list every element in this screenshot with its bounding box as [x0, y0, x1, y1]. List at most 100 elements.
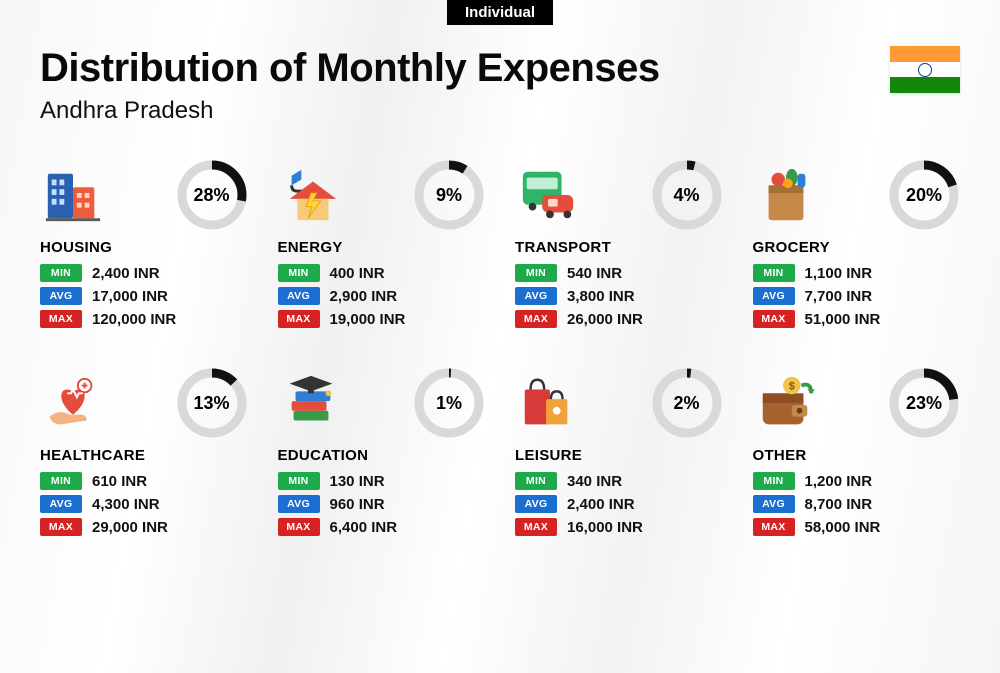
- flag-saffron: [890, 46, 960, 62]
- value-min: 2,400 INR: [92, 265, 160, 282]
- pct-donut-leisure: 2%: [651, 367, 723, 439]
- category-name: LEISURE: [515, 447, 723, 464]
- value-avg: 17,000 INR: [92, 288, 168, 305]
- category-name: EDUCATION: [278, 447, 486, 464]
- stat-row-max: MAX 51,000 INR: [753, 310, 961, 328]
- value-max: 29,000 INR: [92, 519, 168, 536]
- stat-row-min: MIN 540 INR: [515, 264, 723, 282]
- badge-max: MAX: [753, 310, 795, 328]
- stat-row-max: MAX 26,000 INR: [515, 310, 723, 328]
- badge-min: MIN: [515, 472, 557, 490]
- bus-car-icon: [515, 162, 581, 228]
- value-min: 1,200 INR: [805, 473, 873, 490]
- badge-avg: AVG: [278, 287, 320, 305]
- stat-row-max: MAX 6,400 INR: [278, 518, 486, 536]
- badge-max: MAX: [515, 310, 557, 328]
- value-min: 400 INR: [330, 265, 385, 282]
- stat-row-min: MIN 2,400 INR: [40, 264, 248, 282]
- flag-chakra-icon: [918, 63, 932, 77]
- value-min: 340 INR: [567, 473, 622, 490]
- stat-row-avg: AVG 7,700 INR: [753, 287, 961, 305]
- value-min: 1,100 INR: [805, 265, 873, 282]
- buildings-icon: [40, 162, 106, 228]
- stat-row-min: MIN 1,100 INR: [753, 264, 961, 282]
- badge-avg: AVG: [278, 495, 320, 513]
- flag-white: [890, 62, 960, 78]
- header: Distribution of Monthly Expenses Andhra …: [0, 0, 1000, 135]
- category-education: 1%EDUCATIONMIN130 INRAVG960 INRMAX6,400 …: [278, 367, 486, 541]
- stat-row-max: MAX 19,000 INR: [278, 310, 486, 328]
- pct-label: 20%: [888, 159, 960, 231]
- stat-row-avg: AVG 8,700 INR: [753, 495, 961, 513]
- value-min: 540 INR: [567, 265, 622, 282]
- badge-max: MAX: [40, 518, 82, 536]
- stat-row-avg: AVG4,300 INR: [40, 495, 248, 513]
- badge-avg: AVG: [753, 287, 795, 305]
- flag-green: [890, 77, 960, 93]
- category-leisure: 2% LEISURE MIN 340 INR AVG 2,400 INR MAX16,000…: [515, 367, 723, 541]
- value-min: 610 INR: [92, 473, 147, 490]
- stat-row-avg: AVG3,800 INR: [515, 287, 723, 305]
- value-avg: 8,700 INR: [805, 496, 873, 513]
- value-avg: 7,700 INR: [805, 288, 873, 305]
- pct-donut-energy: 9%: [413, 159, 485, 231]
- stat-row-max: MAX16,000 INR: [515, 518, 723, 536]
- badge-avg: AVG: [40, 495, 82, 513]
- badge-avg: AVG: [40, 287, 82, 305]
- energy-house-icon: [278, 162, 344, 228]
- badge-min: MIN: [278, 264, 320, 282]
- badge-max: MAX: [278, 310, 320, 328]
- badge-max: MAX: [40, 310, 82, 328]
- pct-donut-healthcare: 13%: [176, 367, 248, 439]
- badge-min: MIN: [40, 264, 82, 282]
- category-healthcare: 13%HEALTHCAREMIN610 INRAVG4,300 INRMAX29…: [40, 367, 248, 541]
- stats: MIN 540 INR AVG3,800 INR MAX 26,000 INR: [515, 264, 723, 328]
- badge-max: MAX: [753, 518, 795, 536]
- pct-donut-education: 1%: [413, 367, 485, 439]
- pct-label: 23%: [888, 367, 960, 439]
- value-max: 26,000 INR: [567, 311, 643, 328]
- category-name: OTHER: [753, 447, 961, 464]
- badge-avg: AVG: [515, 495, 557, 513]
- badge-min: MIN: [753, 264, 795, 282]
- stats: MIN 340 INR AVG 2,400 INR MAX16,000 INR: [515, 472, 723, 536]
- wallet-icon: $: [753, 370, 819, 436]
- stat-row-min: MIN 400 INR: [278, 264, 486, 282]
- stats: MIN610 INR AVG4,300 INR MAX 29,000 INR: [40, 472, 248, 536]
- badge-avg: AVG: [515, 287, 557, 305]
- stats: MIN 1,200 INR AVG 8,700 INR MAX 58,000 INR: [753, 472, 961, 536]
- stat-row-min: MIN610 INR: [40, 472, 248, 490]
- stat-row-avg: AVG 2,400 INR: [515, 495, 723, 513]
- heart-hand-icon: [40, 370, 106, 436]
- badge-min: MIN: [515, 264, 557, 282]
- category-energy: 9%ENERGYMIN400 INRAVG2,900 INRMAX19,000 …: [278, 159, 486, 333]
- stat-row-min: MIN 1,200 INR: [753, 472, 961, 490]
- badge-min: MIN: [753, 472, 795, 490]
- category-name: TRANSPORT: [515, 239, 723, 256]
- stat-row-avg: AVG 17,000 INR: [40, 287, 248, 305]
- pct-label: 13%: [176, 367, 248, 439]
- pct-label: 9%: [413, 159, 485, 231]
- value-max: 6,400 INR: [330, 519, 398, 536]
- stat-row-max: MAX 58,000 INR: [753, 518, 961, 536]
- category-housing: 28% HOUSING MIN 2,400 INR AVG 17,000 INR MAX 12…: [40, 159, 248, 333]
- value-max: 19,000 INR: [330, 311, 406, 328]
- stats: MIN130 INRAVG960 INRMAX6,400 INR: [278, 472, 486, 536]
- stat-row-min: MIN 130 INR: [278, 472, 486, 490]
- value-max: 16,000 INR: [567, 519, 643, 536]
- value-avg: 2,900 INR: [330, 288, 398, 305]
- badge-min: MIN: [278, 472, 320, 490]
- pct-donut-transport: 4%: [651, 159, 723, 231]
- value-avg: 2,400 INR: [567, 496, 635, 513]
- value-max: 51,000 INR: [805, 311, 881, 328]
- value-min: 130 INR: [330, 473, 385, 490]
- category-name: HOUSING: [40, 239, 248, 256]
- value-max: 58,000 INR: [805, 519, 881, 536]
- grad-books-icon: [278, 370, 344, 436]
- badge-avg: AVG: [753, 495, 795, 513]
- value-max: 120,000 INR: [92, 311, 176, 328]
- stats: MIN 1,100 INR AVG 7,700 INR MAX 51,000 INR: [753, 264, 961, 328]
- pct-donut-housing: 28%: [176, 159, 248, 231]
- badge-max: MAX: [278, 518, 320, 536]
- category-transport: 4% TRANSPORT MIN 540 INR AVG3,800 INR MAX 26,0…: [515, 159, 723, 333]
